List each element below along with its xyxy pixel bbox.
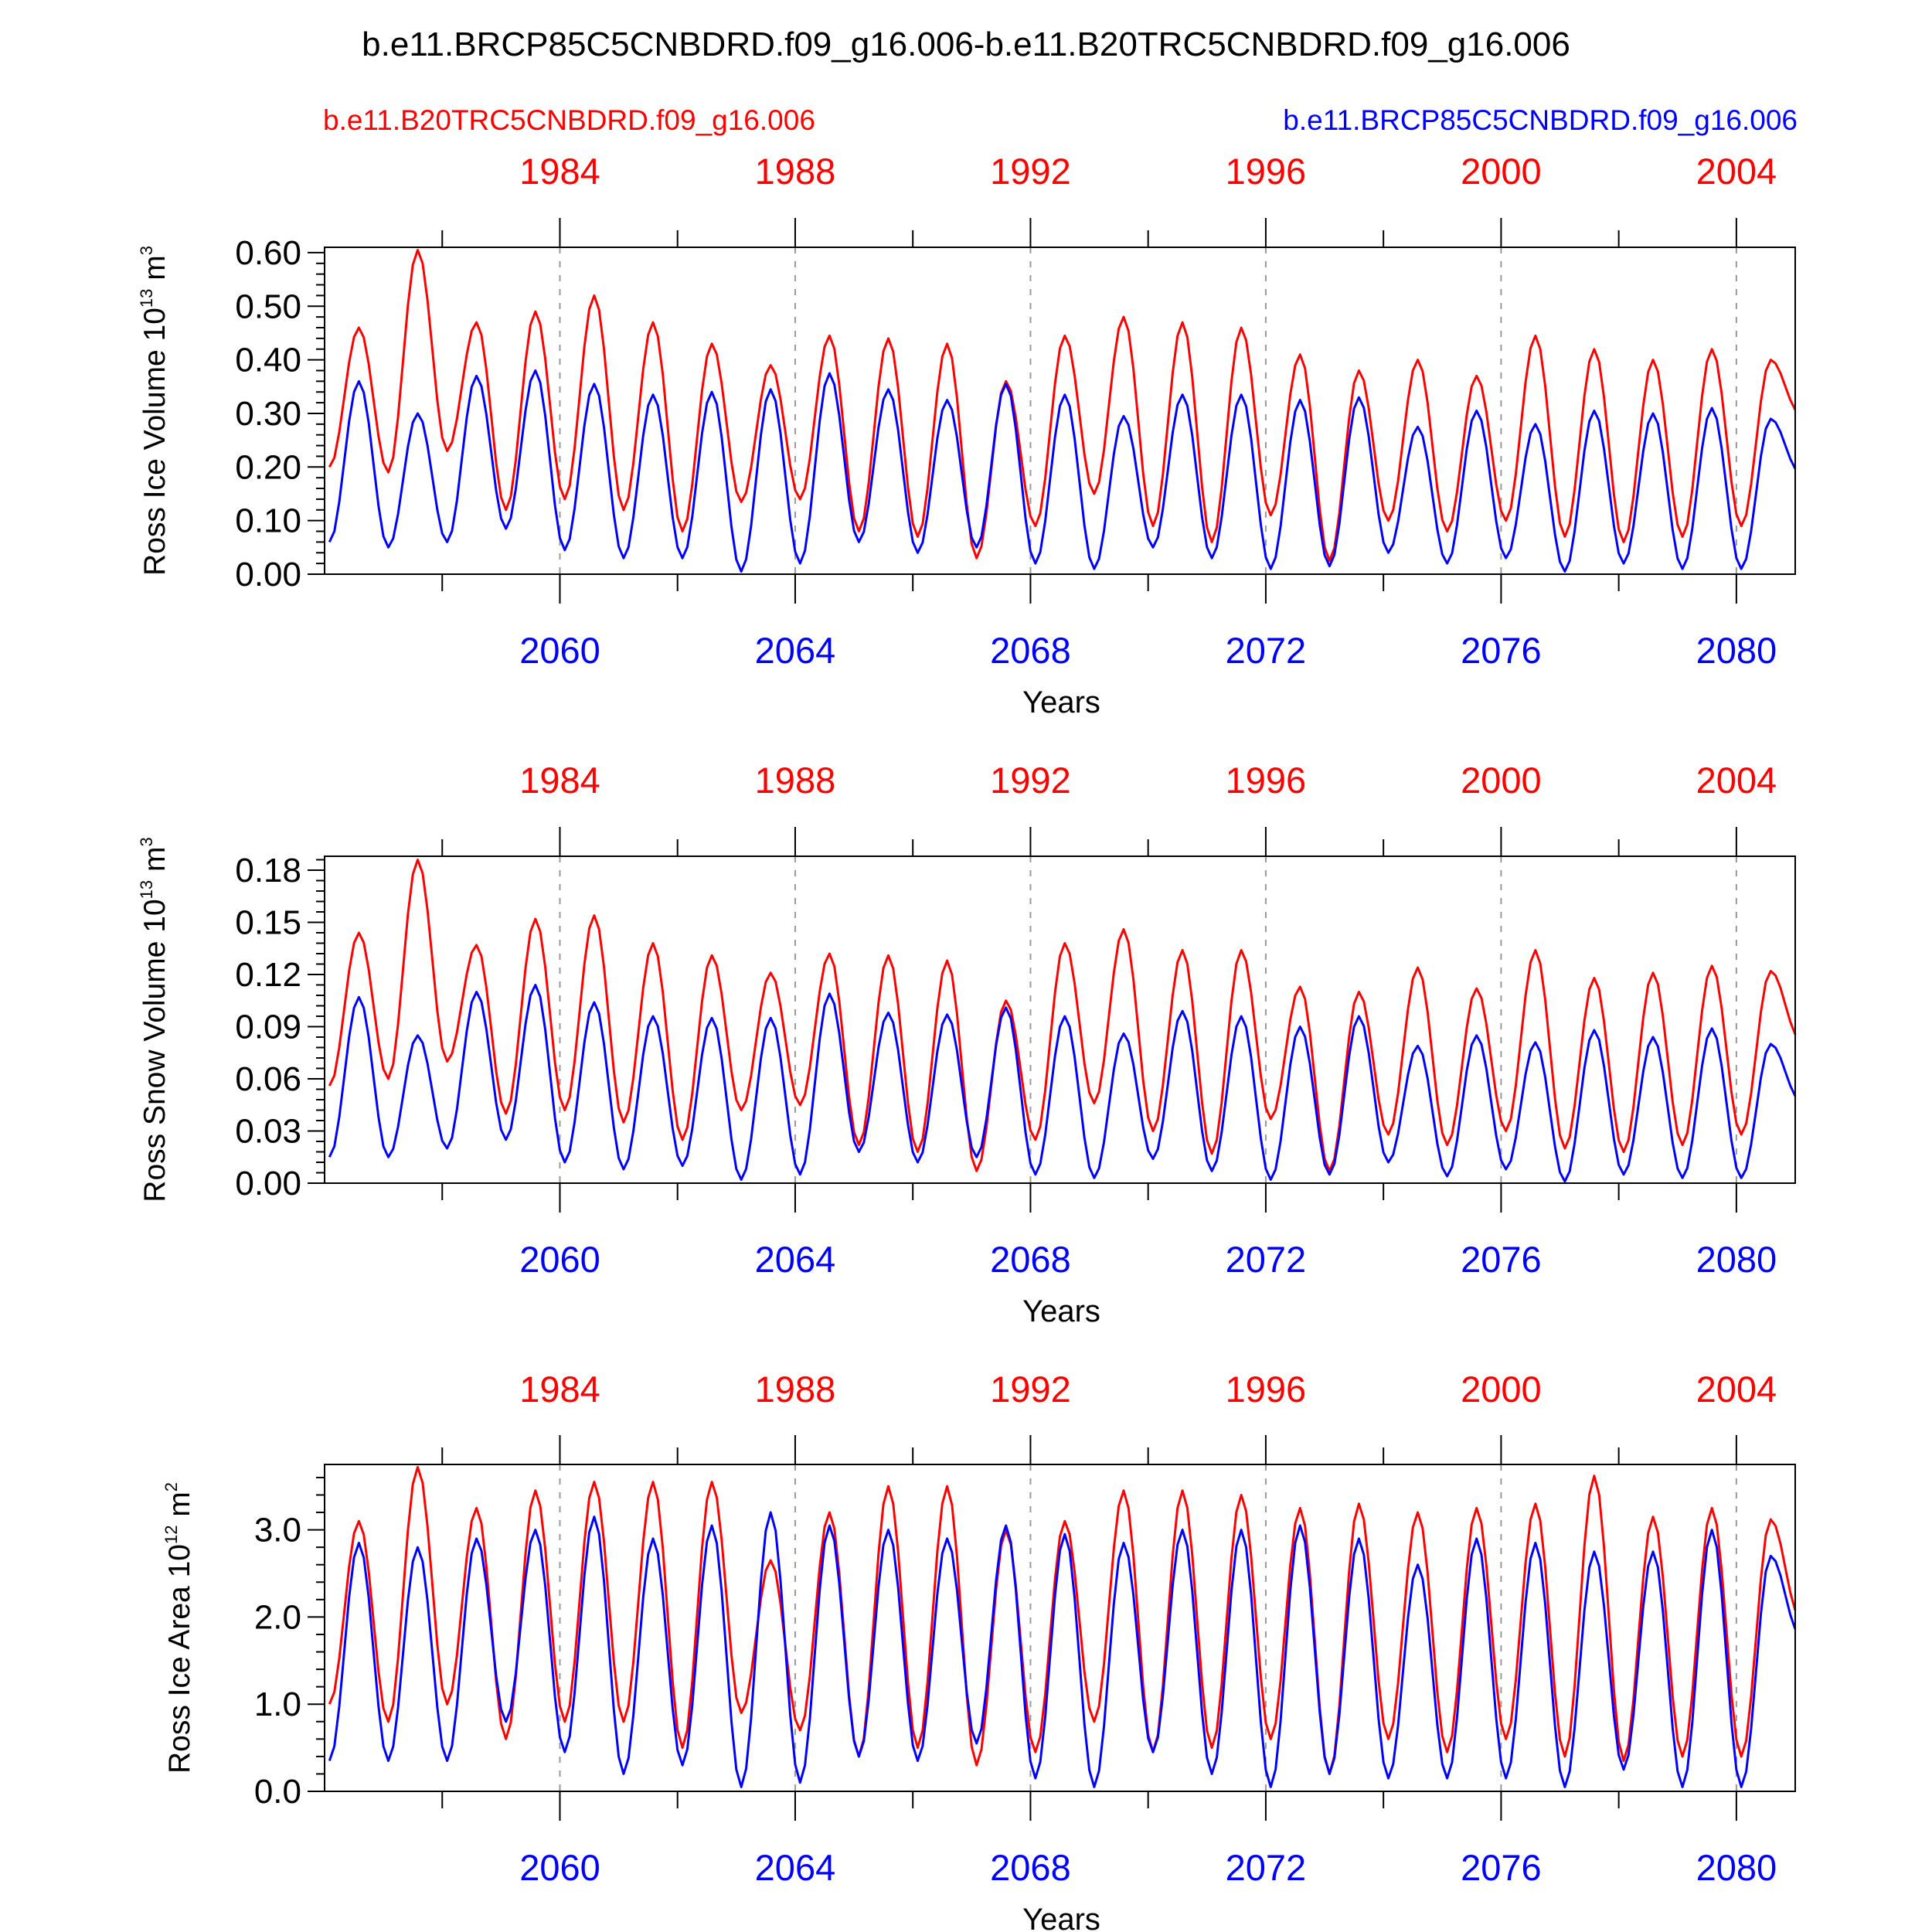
y-tick-label: 0.40 [235, 342, 301, 379]
top-year-label: 1988 [755, 760, 836, 801]
top-year-label: 2000 [1461, 151, 1542, 192]
series-blue-line [328, 984, 1797, 1183]
top-year-label: 1988 [755, 151, 836, 192]
top-year-label: 1984 [519, 151, 600, 192]
y-axis-label-part: Ross Snow Volume 10 [138, 899, 172, 1202]
y-axis-label-part: 12 [162, 1526, 181, 1544]
y-tick-label: 0.12 [235, 956, 301, 994]
x-axis-label: Years [1022, 685, 1100, 719]
y-axis-label-part: 2 [162, 1482, 181, 1492]
bottom-year-label: 2060 [519, 1847, 600, 1888]
y-tick-label: 0.50 [235, 287, 301, 325]
top-year-label: 2000 [1461, 1369, 1542, 1410]
series-blue-line [328, 1511, 1797, 1788]
top-year-label: 1996 [1226, 1369, 1307, 1410]
series-red-line [328, 859, 1797, 1172]
bottom-year-label: 2064 [755, 630, 836, 671]
y-tick-label: 0.06 [235, 1060, 301, 1098]
plot-frame [324, 855, 1796, 1184]
plot-frame [324, 1464, 1796, 1792]
y-axis-label-part: m [138, 255, 172, 288]
bottom-year-label: 2072 [1226, 1239, 1307, 1280]
y-tick-label: 0.15 [235, 904, 301, 942]
top-year-label: 2000 [1461, 760, 1542, 801]
top-year-label: 1996 [1226, 151, 1307, 192]
top-year-label: 1984 [519, 760, 600, 801]
y-tick-label: 0.10 [235, 502, 301, 540]
bottom-year-label: 2068 [990, 1847, 1071, 1888]
y-tick-label: 0.18 [235, 852, 301, 889]
x-axis-label: Years [1022, 1294, 1100, 1328]
y-axis-label: Ross Snow Volume 1013 m3 [137, 837, 172, 1202]
plot-frame [324, 247, 1796, 575]
panel-ross-ice-volume: 0.00 0.10 0.20 0.30 0.40 0.50 0.60 1984 1988 1992… [137, 151, 1797, 719]
y-tick-label: 3.0 [254, 1512, 301, 1549]
y-axis-label-part: 13 [137, 880, 156, 899]
panel-ross-ice-area: 0.0 1.0 2.0 3.0 1984 1988 1992 1996 2000 2004 2060… [162, 1369, 1797, 1932]
legend-red-label: b.e11.B20TRC5CNBDRD.f09_g16.006 [323, 104, 815, 136]
top-year-label: 1988 [755, 1369, 836, 1410]
bottom-year-label: 2068 [990, 1239, 1071, 1280]
top-year-label: 2004 [1696, 151, 1777, 192]
bottom-year-label: 2064 [755, 1847, 836, 1888]
y-tick-label: 0.09 [235, 1009, 301, 1046]
top-year-label: 1992 [990, 151, 1071, 192]
y-tick-label: 0.03 [235, 1113, 301, 1151]
bottom-year-label: 2080 [1696, 1847, 1777, 1888]
y-tick-label: 0.20 [235, 448, 301, 486]
bottom-year-label: 2080 [1696, 1239, 1777, 1280]
x-axis-label: Years [1022, 1903, 1100, 1932]
bottom-year-label: 2060 [519, 630, 600, 671]
bottom-year-label: 2072 [1226, 630, 1307, 671]
y-axis-label-part: 3 [137, 837, 156, 846]
top-year-label: 2004 [1696, 1369, 1777, 1410]
y-axis-label-part: 13 [137, 289, 156, 308]
y-tick-label: 1.0 [254, 1685, 301, 1723]
bottom-year-label: 2068 [990, 630, 1071, 671]
bottom-year-label: 2076 [1461, 1239, 1542, 1280]
series-red-line [328, 1465, 1797, 1775]
figure-title: b.e11.BRCP85C5CNBDRD.f09_g16.006-b.e11.B… [362, 26, 1570, 63]
series-red-line [328, 249, 1797, 563]
top-year-label: 1996 [1226, 760, 1307, 801]
y-axis-label: Ross Ice Area 1012 m2 [162, 1482, 196, 1774]
top-year-label: 1984 [519, 1369, 600, 1410]
y-tick-label: 0.0 [254, 1773, 301, 1811]
bottom-year-label: 2072 [1226, 1847, 1307, 1888]
y-axis-label: Ross Ice Volume 1013 m3 [137, 246, 172, 576]
top-year-label: 1992 [990, 760, 1071, 801]
legend-blue-label: b.e11.BRCP85C5CNBDRD.f09_g16.006 [1283, 104, 1798, 136]
y-tick-label: 0.00 [235, 1165, 301, 1202]
y-axis-label-part: 3 [137, 246, 156, 255]
bottom-year-label: 2060 [519, 1239, 600, 1280]
y-tick-label: 0.00 [235, 556, 301, 594]
y-axis-label-part: Ross Ice Area 10 [163, 1544, 196, 1774]
y-tick-label: 2.0 [254, 1598, 301, 1636]
top-year-label: 2004 [1696, 760, 1777, 801]
bottom-year-label: 2076 [1461, 630, 1542, 671]
y-tick-label: 0.30 [235, 395, 301, 433]
y-axis-label-part: m [138, 847, 172, 880]
bottom-year-label: 2076 [1461, 1847, 1542, 1888]
y-axis-label-part: m [163, 1492, 196, 1525]
y-axis-label-part: Ross Ice Volume 10 [138, 308, 172, 576]
panel-ross-snow-volume: 0.00 0.03 0.06 0.09 0.12 0.15 0.18 1984 1988 1992… [137, 760, 1797, 1328]
y-tick-label: 0.60 [235, 234, 301, 272]
top-year-label: 1992 [990, 1369, 1071, 1410]
bottom-year-label: 2064 [755, 1239, 836, 1280]
series-blue-line [328, 369, 1797, 573]
bottom-year-label: 2080 [1696, 630, 1777, 671]
